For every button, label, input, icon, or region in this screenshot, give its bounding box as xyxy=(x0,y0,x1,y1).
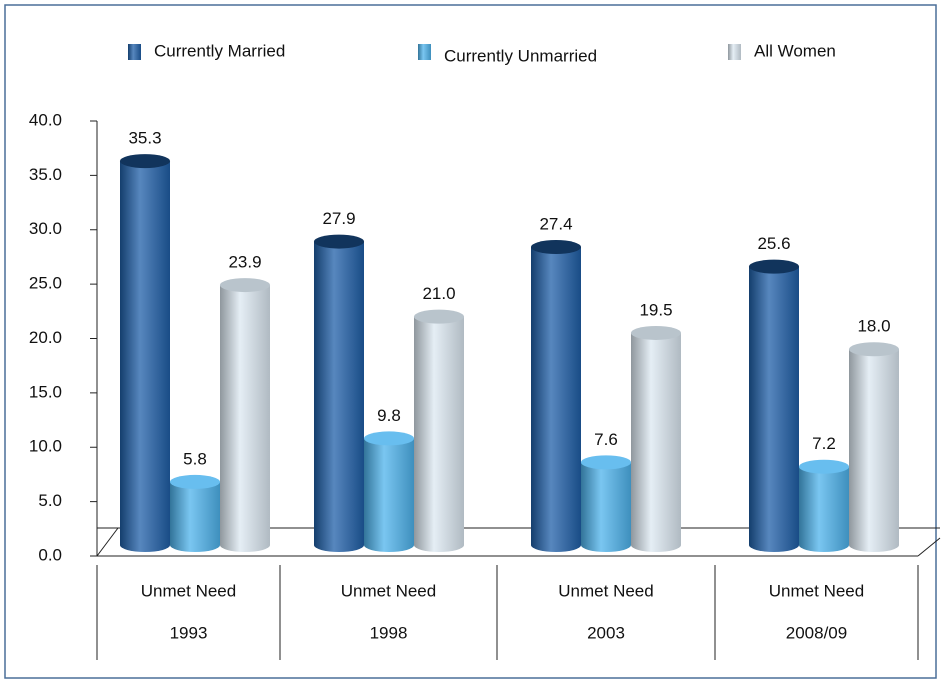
x-tick-label: 1998 xyxy=(370,623,408,642)
bar xyxy=(314,234,364,552)
data-label: 18.0 xyxy=(857,317,890,336)
legend-swatch xyxy=(128,44,141,60)
x-tick-label: Unmet Need xyxy=(341,581,436,600)
legend-label: Currently Unmarried xyxy=(444,46,597,65)
legend-swatch xyxy=(418,44,431,60)
bar xyxy=(220,278,270,552)
x-tick-label: Unmet Need xyxy=(558,581,653,600)
bar xyxy=(631,325,681,552)
x-tick-label: Unmet Need xyxy=(141,581,236,600)
data-label: 7.2 xyxy=(812,434,836,453)
bar xyxy=(120,154,170,552)
data-label: 7.6 xyxy=(594,430,618,449)
y-tick-label: 20.0 xyxy=(29,328,62,347)
data-label: 27.4 xyxy=(539,215,572,234)
bar xyxy=(799,459,849,552)
y-tick-label: 25.0 xyxy=(29,274,62,293)
bar xyxy=(849,342,899,552)
data-label: 19.5 xyxy=(639,300,672,319)
y-tick-label: 40.0 xyxy=(29,110,62,129)
legend-label: Currently Married xyxy=(154,41,285,60)
data-label: 35.3 xyxy=(128,129,161,148)
bar xyxy=(749,259,799,552)
bar xyxy=(581,455,631,552)
x-tick-label: 1993 xyxy=(170,623,208,642)
bar xyxy=(414,309,464,552)
bar xyxy=(170,474,220,552)
data-label: 23.9 xyxy=(228,253,261,272)
x-tick-label: 2003 xyxy=(587,623,625,642)
bar xyxy=(531,240,581,552)
x-tick-label: 2008/09 xyxy=(786,623,847,642)
y-tick-label: 30.0 xyxy=(29,219,62,238)
y-tick-label: 15.0 xyxy=(29,382,62,401)
data-label: 25.6 xyxy=(757,234,790,253)
y-tick-label: 10.0 xyxy=(29,437,62,456)
bar xyxy=(364,431,414,552)
data-label: 21.0 xyxy=(422,284,455,303)
y-tick-label: 5.0 xyxy=(38,491,62,510)
data-label: 5.8 xyxy=(183,449,207,468)
legend-swatch xyxy=(728,44,741,60)
data-label: 9.8 xyxy=(377,406,401,425)
y-tick-label: 0.0 xyxy=(38,545,62,564)
legend-label: All Women xyxy=(754,41,836,60)
data-label: 27.9 xyxy=(322,209,355,228)
x-tick-label: Unmet Need xyxy=(769,581,864,600)
y-tick-label: 35.0 xyxy=(29,165,62,184)
